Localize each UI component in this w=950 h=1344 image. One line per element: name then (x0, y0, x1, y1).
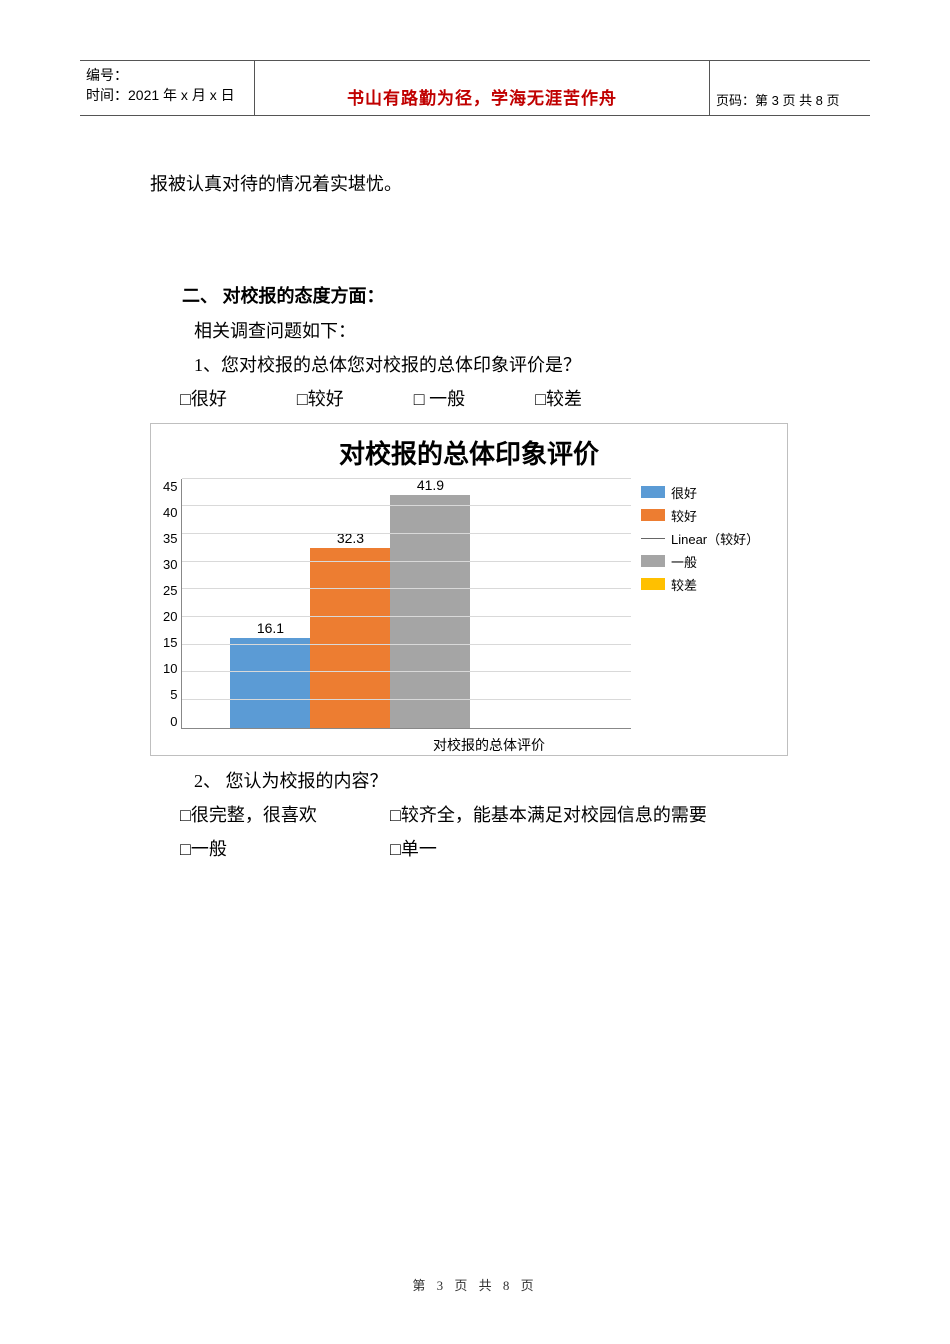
legend-label: 一般 (671, 552, 697, 571)
legend-line-icon (641, 538, 665, 539)
section-heading: 二、 对校报的态度方面： (150, 282, 870, 308)
question-2: 2、 您认为校报的内容？ (150, 764, 870, 798)
intro-paragraph: 报被认真对待的情况着实堪忧。 (150, 166, 870, 202)
doc-id-label: 编号： (86, 65, 248, 85)
header-motto: 书山有路勤为径，学海无涯苦作舟 (347, 84, 617, 109)
doc-date-label: 时间：2021 年 x 月 x 日 (86, 85, 248, 105)
q2-opt-3: □一般 (180, 832, 390, 866)
chart-gridline (182, 505, 631, 506)
y-tick-label: 35 (163, 531, 177, 546)
legend-swatch-icon (641, 486, 665, 498)
chart-gridline (182, 533, 631, 534)
header-table: 编号： 时间：2021 年 x 月 x 日 书山有路勤为径，学海无涯苦作舟 页码… (80, 60, 870, 116)
y-tick-label: 0 (170, 714, 177, 729)
chart-bar-value-label: 41.9 (390, 477, 470, 493)
y-tick-label: 15 (163, 635, 177, 650)
q2-opt-2: □较齐全，能基本满足对校园信息的需要 (390, 798, 707, 832)
legend-swatch-icon (641, 555, 665, 567)
chart-bar: 32.3 (310, 548, 390, 727)
chart-gridline (182, 644, 631, 645)
question-1: 1、您对校报的总体您对校报的总体印象评价是？ (150, 348, 870, 382)
page-footer: 第 3 页 共 8 页 (0, 1275, 950, 1294)
q2-opt-1: □很完整，很喜欢 (180, 798, 390, 832)
chart-bar-rect (390, 495, 470, 728)
chart-bar-rect (310, 548, 390, 727)
header-cell-center: 书山有路勤为径，学海无涯苦作舟 (255, 61, 710, 115)
legend-item: 较差 (641, 575, 781, 594)
legend-label: 很好 (671, 483, 697, 502)
legend-label: Linear（较好） (671, 529, 759, 548)
question-2-options: □很完整，很喜欢 □较齐全，能基本满足对校园信息的需要 □一般 □单一 (150, 798, 870, 866)
chart-bars-group: 16.132.341.9 (230, 495, 470, 728)
chart-gridline (182, 588, 631, 589)
y-tick-label: 30 (163, 557, 177, 572)
chart-plot-area: 16.132.341.9 (181, 479, 631, 729)
chart-gridline (182, 616, 631, 617)
chart-body: 454035302520151050 16.132.341.9 很好较好Line… (151, 475, 787, 733)
legend-label: 较差 (671, 575, 697, 594)
chart-gridline (182, 671, 631, 672)
chart-container: 对校报的总体印象评价 454035302520151050 16.132.341… (150, 423, 788, 756)
q1-opt-3: □ 一般 (414, 382, 465, 416)
chart-bar: 41.9 (390, 495, 470, 728)
header-cell-right: 页码：第 3 页 共 8 页 (710, 61, 870, 115)
page: 编号： 时间：2021 年 x 月 x 日 书山有路勤为径，学海无涯苦作舟 页码… (0, 0, 950, 906)
header-cell-left: 编号： 时间：2021 年 x 月 x 日 (80, 61, 255, 115)
legend-swatch-icon (641, 578, 665, 590)
q1-opt-4: □较差 (535, 382, 582, 416)
legend-item: 一般 (641, 552, 781, 571)
y-tick-label: 10 (163, 661, 177, 676)
chart-gridline (182, 478, 631, 479)
legend-item: Linear（较好） (641, 529, 781, 548)
chart-gridline (182, 561, 631, 562)
q1-opt-1: □很好 (180, 382, 227, 416)
question-1-options: □很好 □较好 □ 一般 □较差 (150, 382, 870, 416)
chart-gridline (182, 699, 631, 700)
question-2-block: 2、 您认为校报的内容？ □很完整，很喜欢 □较齐全，能基本满足对校园信息的需要… (80, 764, 870, 867)
y-tick-label: 40 (163, 505, 177, 520)
y-tick-label: 20 (163, 609, 177, 624)
legend-swatch-icon (641, 509, 665, 521)
legend-item: 很好 (641, 483, 781, 502)
subtext-1: 相关调查问题如下： (150, 314, 870, 348)
y-tick-label: 5 (170, 687, 177, 702)
chart-bar-value-label: 16.1 (230, 620, 310, 636)
chart-title: 对校报的总体印象评价 (151, 424, 787, 475)
legend-item: 较好 (641, 506, 781, 525)
chart-legend: 很好较好 Linear（较好） 一般较差 (631, 475, 781, 729)
chart-y-axis: 45 40 35 30 25 20 15 10 5 0 (163, 479, 181, 729)
chart-x-axis-label: 对校报的总体评价 (191, 735, 787, 755)
header-page-label: 页码：第 3 页 共 8 页 (716, 90, 840, 109)
legend-label: 较好 (671, 506, 697, 525)
chart-bar-rect (230, 638, 310, 727)
chart-bar: 16.1 (230, 638, 310, 727)
y-tick-label: 25 (163, 583, 177, 598)
q2-opt-4: □单一 (390, 832, 437, 866)
y-tick-label: 45 (163, 479, 177, 494)
q1-opt-2: □较好 (297, 382, 344, 416)
body-content: 报被认真对待的情况着实堪忧。 二、 对校报的态度方面： 相关调查问题如下： 1、… (80, 166, 870, 417)
